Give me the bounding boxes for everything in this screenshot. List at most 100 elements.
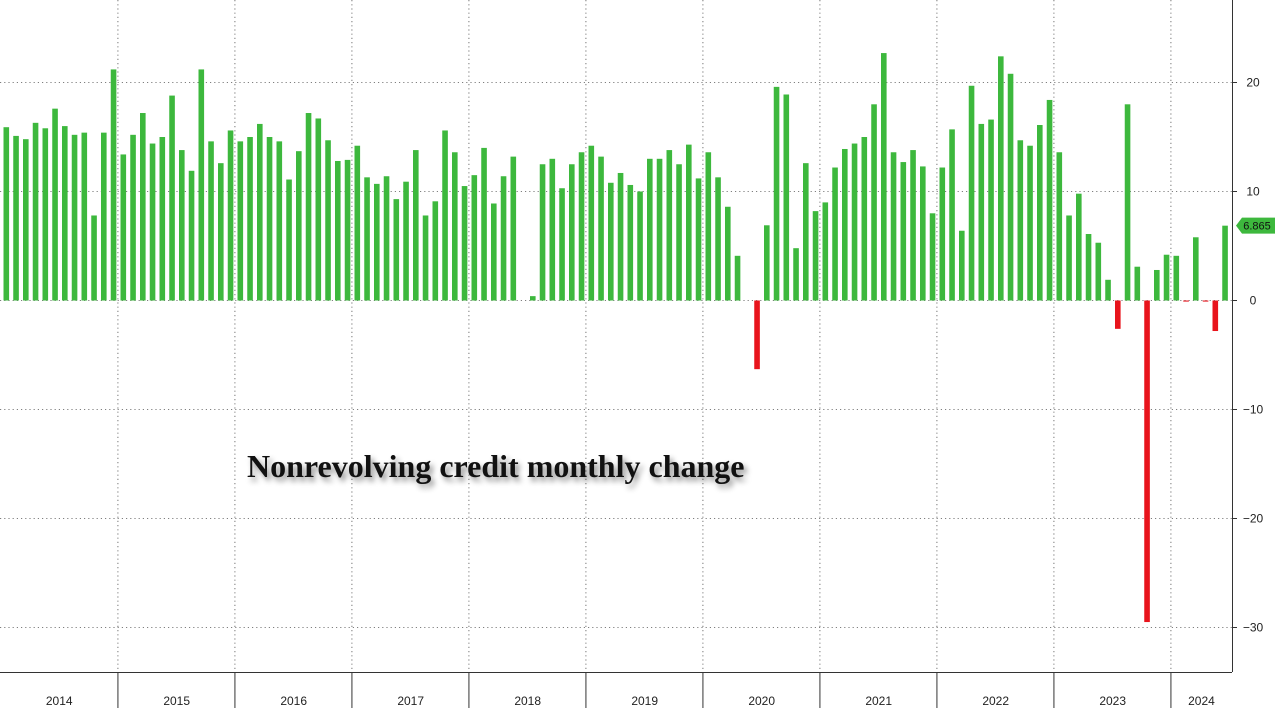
bar — [851, 143, 858, 301]
x-tick-label: 2024 — [1188, 694, 1215, 708]
bar — [208, 141, 214, 301]
bar — [247, 137, 253, 301]
bar — [871, 104, 877, 301]
bar — [1163, 254, 1170, 301]
bar — [452, 152, 458, 301]
bar — [881, 53, 887, 301]
bar — [1134, 266, 1141, 301]
bar — [1183, 300, 1189, 302]
last-value-label: 6.865 — [1243, 221, 1271, 233]
bar — [598, 156, 604, 301]
bar — [344, 159, 351, 301]
bar — [608, 182, 614, 301]
bar — [393, 199, 400, 301]
chart-title: Nonrevolving credit monthly change — [247, 448, 744, 484]
y-axis: 20 10 0 −10 −20 −30 — [1232, 0, 1264, 672]
bar — [920, 166, 926, 301]
bar — [413, 150, 419, 301]
bar — [676, 164, 682, 301]
bar — [101, 132, 107, 301]
bar — [861, 137, 868, 301]
bar — [374, 183, 380, 301]
bar — [1212, 300, 1219, 332]
bar — [988, 119, 994, 301]
bar — [218, 163, 224, 301]
bar — [461, 186, 468, 301]
bar — [159, 137, 166, 301]
x-tick-label: 2023 — [1099, 694, 1126, 708]
y-tick-label: −30 — [1243, 621, 1264, 635]
x-tick-label: 2020 — [748, 694, 775, 708]
bar — [383, 176, 390, 301]
bar — [1173, 255, 1180, 301]
bar — [939, 167, 946, 301]
bar — [822, 202, 829, 301]
bar — [257, 123, 263, 301]
bar — [949, 129, 955, 301]
bar — [442, 130, 448, 301]
bar — [481, 147, 487, 301]
y-tick-label: −10 — [1243, 403, 1264, 417]
bar — [998, 56, 1004, 301]
bar — [325, 140, 331, 301]
bar — [647, 158, 653, 301]
bar — [530, 296, 536, 301]
bar — [364, 177, 370, 301]
bar — [52, 108, 58, 301]
bar — [754, 300, 760, 370]
bar-series — [3, 53, 1228, 623]
bar — [959, 230, 965, 301]
bar — [812, 211, 819, 301]
bar — [1027, 145, 1033, 301]
bar — [130, 134, 136, 301]
x-tick-label: 2017 — [397, 694, 424, 708]
bar — [42, 128, 49, 301]
bar — [1154, 269, 1160, 301]
bar — [900, 162, 907, 301]
bar — [266, 137, 273, 301]
bar — [315, 118, 322, 301]
x-tick-label: 2021 — [865, 694, 892, 708]
gridlines — [0, 0, 1232, 672]
bar — [354, 145, 361, 301]
bar — [491, 203, 497, 301]
bar — [686, 144, 692, 301]
bar — [422, 215, 429, 301]
bar — [764, 225, 770, 301]
bar — [237, 141, 244, 301]
bar — [110, 69, 117, 301]
bar — [276, 141, 283, 301]
bar — [1037, 125, 1043, 301]
y-tick-label: −20 — [1243, 512, 1264, 526]
x-axis: 2014 2015 2016 2017 2018 2019 2020 2021 2022 2023… — [0, 672, 1232, 708]
x-tick-label: 2022 — [982, 694, 1009, 708]
bar — [715, 177, 721, 301]
bar — [149, 143, 156, 301]
bar — [773, 86, 780, 301]
bar — [705, 152, 712, 301]
bar — [169, 95, 175, 301]
bar — [695, 178, 702, 301]
bar — [1056, 152, 1063, 301]
bar — [23, 139, 29, 301]
bar — [471, 175, 478, 301]
bar — [734, 255, 741, 301]
bar — [929, 213, 936, 301]
bar — [1046, 99, 1053, 301]
bar — [500, 176, 507, 301]
bar — [305, 113, 312, 301]
bar — [432, 201, 439, 301]
bar — [1076, 193, 1082, 301]
bar — [1115, 300, 1121, 329]
y-tick-label: 10 — [1246, 185, 1260, 199]
bar — [978, 123, 985, 301]
bar — [1105, 279, 1111, 301]
bar — [1066, 215, 1072, 301]
y-tick-label: 20 — [1246, 76, 1260, 90]
bar — [179, 150, 185, 301]
x-tick-label: 2018 — [514, 694, 541, 708]
bar — [286, 179, 292, 301]
bar — [793, 248, 799, 301]
bar — [1222, 225, 1228, 301]
